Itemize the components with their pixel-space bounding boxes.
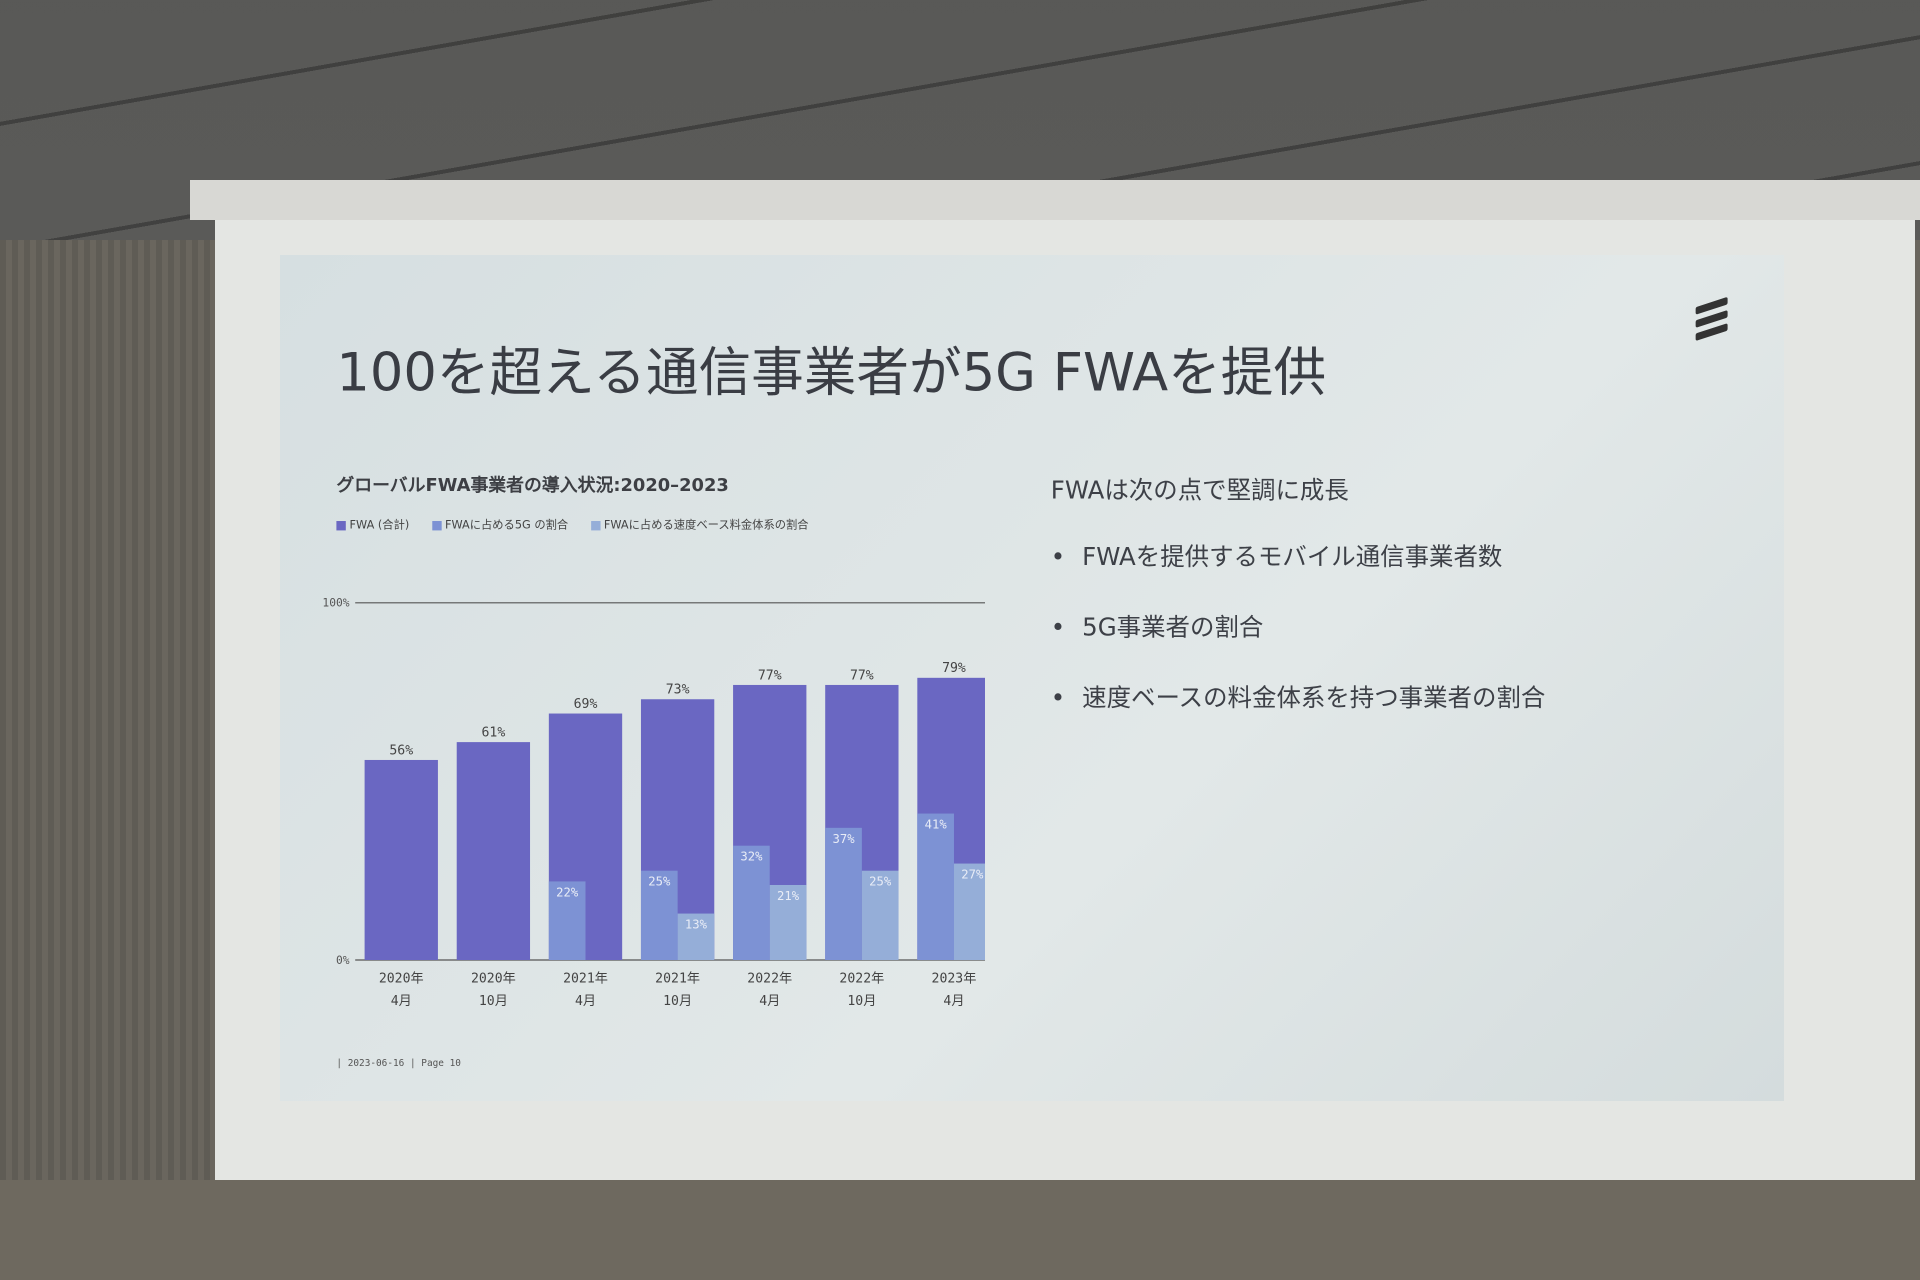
y-tick-label: 100%: [322, 597, 349, 610]
x-tick-label: 4月: [575, 994, 596, 1009]
chart-legend: FWA (合計) FWAに占める5G の割合 FWAに占める速度ベース料金体系の…: [336, 516, 809, 532]
data-label: 21%: [777, 889, 800, 903]
x-tick-label: 4月: [943, 994, 964, 1009]
legend-item-speed: FWAに占める速度ベース料金体系の割合: [590, 516, 809, 532]
bar-5g-share: [917, 813, 954, 960]
x-tick-label: 2020年: [471, 971, 516, 987]
data-label: 37%: [832, 832, 855, 846]
growth-lead: FWAは次の点で堅調に成長: [1050, 476, 1349, 506]
legend-item-5g: FWAに占める5G の割合: [431, 516, 569, 532]
data-label-total: 77%: [850, 668, 874, 683]
data-label: 41%: [925, 818, 948, 832]
data-label-total: 69%: [574, 697, 598, 712]
data-label: 25%: [869, 875, 892, 889]
legend-swatch-speed: [590, 520, 601, 530]
bar-speed-share: [677, 913, 715, 960]
x-tick-label: 10月: [847, 994, 876, 1009]
legend-swatch-5g: [431, 520, 442, 530]
bar-fwa-total: [456, 742, 531, 960]
slide: 100を超える通信事業者が5G FWAを提供 グローバルFWA事業者の導入状況:…: [280, 255, 1784, 1101]
data-label: 25%: [648, 875, 671, 889]
bar-5g-share: [548, 881, 586, 960]
x-tick-label: 2022年: [747, 971, 792, 987]
bar-speed-share: [953, 863, 985, 960]
legend-swatch-total: [336, 520, 346, 530]
bar-fwa-total: [364, 759, 438, 960]
y-tick-label: 0%: [336, 954, 350, 967]
data-label: 32%: [740, 850, 763, 864]
data-label-total: 61%: [481, 725, 505, 740]
x-tick-label: 4月: [391, 994, 412, 1009]
bar-5g-share: [825, 827, 862, 960]
growth-points: FWAは次の点で堅調に成長 FWAを提供するモバイル通信事業者数 5G事業者の割…: [1051, 471, 1545, 749]
slide-title: 100を超える通信事業者が5G FWAを提供: [336, 342, 1327, 404]
x-tick-label: 2022年: [839, 971, 884, 987]
x-tick-label: 2021年: [563, 971, 608, 987]
bar-speed-share: [769, 884, 807, 960]
x-tick-label: 10月: [663, 994, 692, 1009]
data-label: 27%: [961, 868, 984, 882]
data-label-total: 56%: [389, 743, 413, 758]
x-tick-label: 2023年: [932, 971, 977, 987]
chart-title: グローバルFWA事業者の導入状況:2020–2023: [336, 474, 729, 496]
bullet-item: 5G事業者の割合: [1051, 608, 1545, 643]
data-label-total: 79%: [942, 661, 966, 676]
x-tick-label: 4月: [759, 994, 780, 1009]
slide-footer: | 2023-06-16 | Page 10: [336, 1058, 461, 1070]
legend-item-total: FWA (合計): [336, 516, 409, 532]
data-label: 13%: [685, 918, 708, 932]
bar-5g-share: [640, 870, 678, 960]
bar-5g-share: [733, 845, 770, 960]
bullet-item: FWAを提供するモバイル通信事業者数: [1051, 538, 1545, 573]
bar-speed-share: [861, 870, 899, 960]
data-label: 22%: [556, 885, 579, 899]
bar-chart: 0% 100% 56% 2020年 4月 61% 2020年 10月 69% 22% 2021年 4月…: [322, 597, 985, 1009]
legend-label: FWAに占める5G の割合: [444, 518, 569, 532]
legend-label: FWA (合計): [349, 518, 410, 532]
bullet-item: 速度ベースの料金体系を持つ事業者の割合: [1051, 679, 1545, 714]
legend-label: FWAに占める速度ベース料金体系の割合: [603, 518, 809, 532]
projector-screen-housing: [190, 180, 1920, 220]
data-label-total: 73%: [666, 683, 690, 698]
data-label-total: 77%: [758, 668, 782, 683]
floor: [0, 1180, 1920, 1280]
x-tick-label: 2020年: [379, 971, 424, 987]
ericsson-logo-icon: [1695, 296, 1728, 343]
x-tick-label: 10月: [479, 994, 508, 1009]
x-tick-label: 2021年: [655, 971, 700, 987]
